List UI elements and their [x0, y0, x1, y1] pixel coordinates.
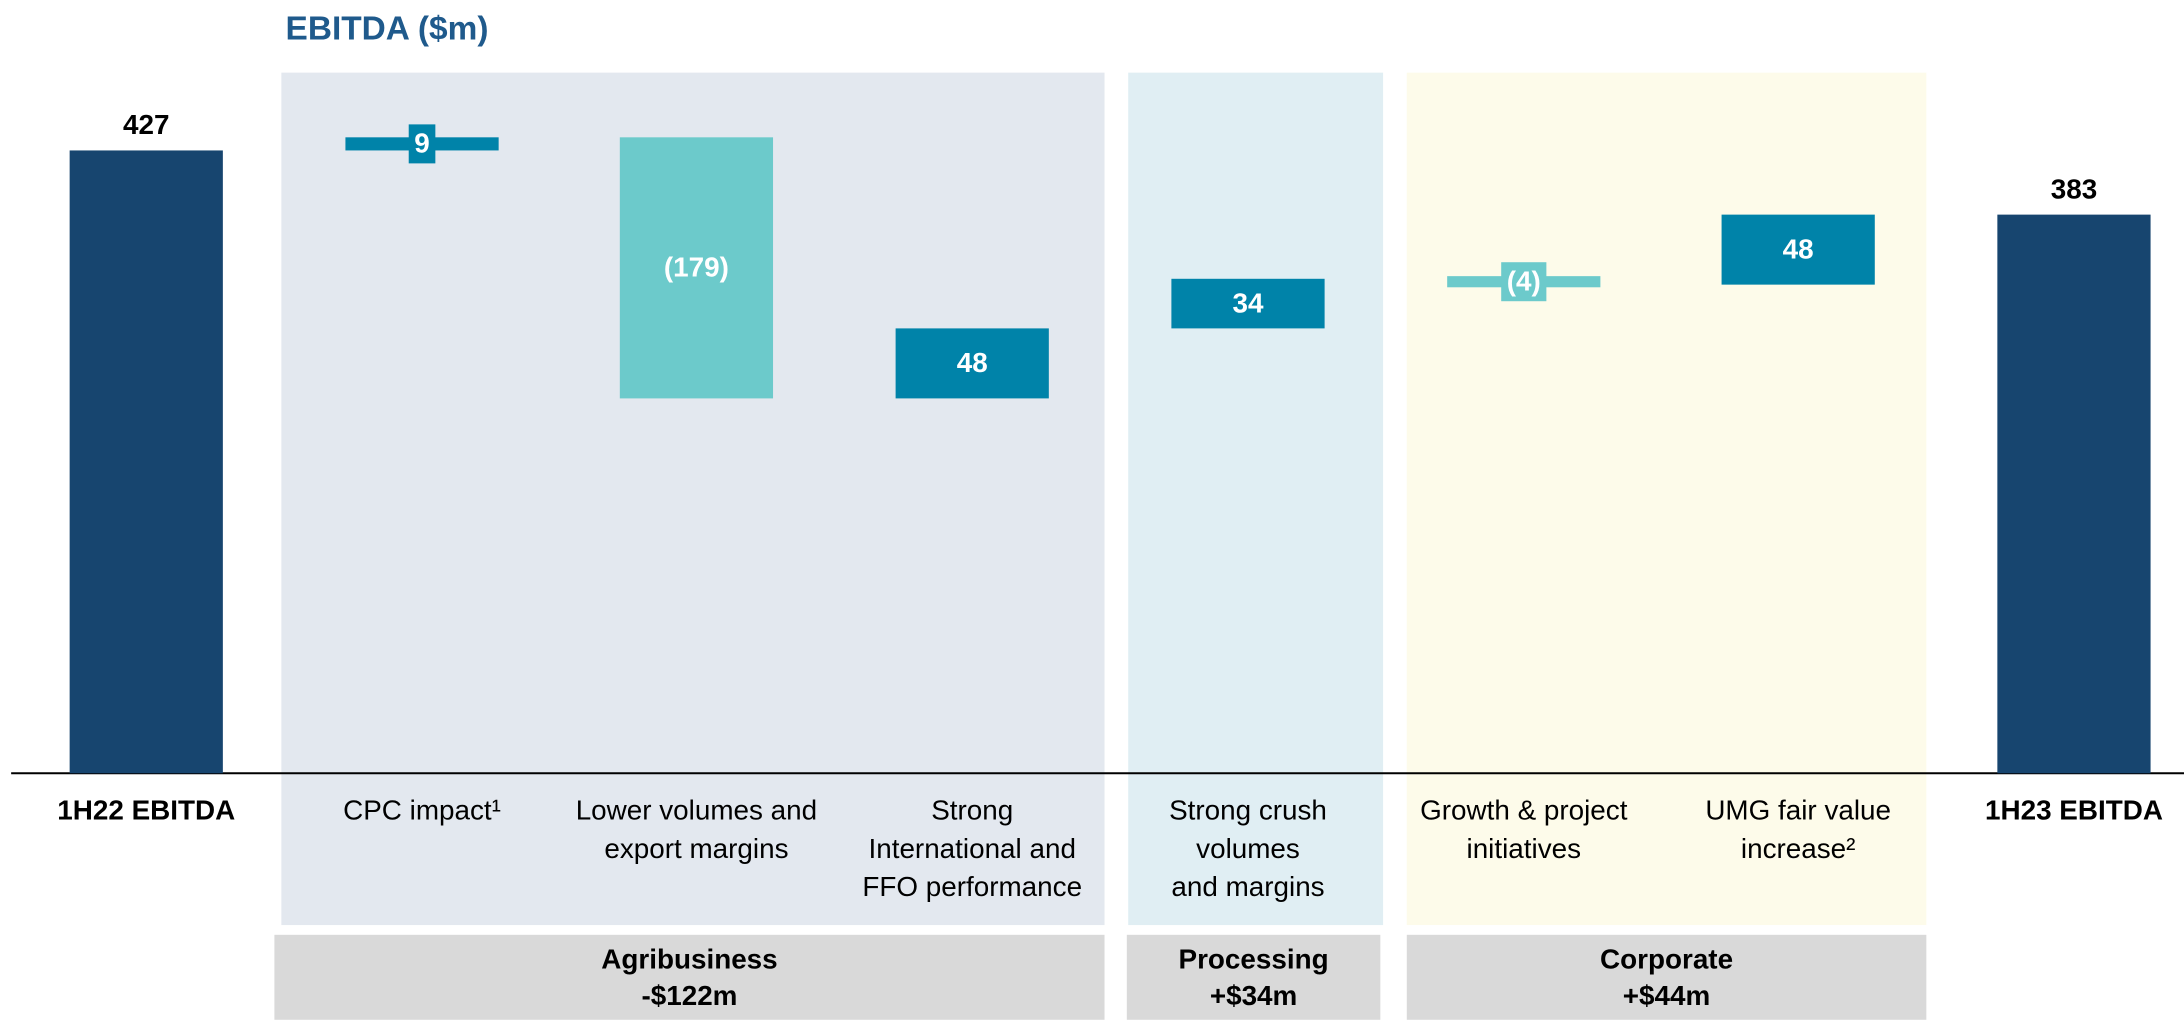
bar [619, 137, 774, 399]
x-tick-label: increase² [1741, 833, 1856, 864]
bar [69, 150, 223, 774]
x-tick-label: Growth & project [1420, 795, 1628, 826]
value-label: 34 [1233, 287, 1264, 318]
x-tick-label: UMG fair value [1705, 795, 1891, 826]
x-tick-label: International and [868, 833, 1075, 864]
value-label: (4) [1507, 265, 1541, 296]
x-tick-label: and margins [1171, 871, 1324, 902]
bar [1171, 278, 1325, 329]
group-total: +$34m [1210, 980, 1297, 1011]
group-box [1406, 934, 1927, 1020]
value-label: 48 [957, 347, 988, 378]
bar [1997, 214, 2151, 774]
value-label: 383 [2051, 173, 2097, 204]
x-tick-label: 1H22 EBITDA [57, 795, 235, 826]
x-tick-label: Strong crush [1169, 795, 1327, 826]
value-label: 48 [1783, 233, 1814, 264]
group-box [274, 934, 1105, 1020]
x-tick-label: CPC impact¹ [343, 795, 501, 826]
x-tick-label: export margins [604, 833, 788, 864]
group-total: +$44m [1623, 980, 1710, 1011]
x-tick-label: initiatives [1467, 833, 1582, 864]
value-label-box [1501, 262, 1547, 302]
chart-title: EBITDA ($m) [286, 11, 489, 48]
x-tick-label: Strong [931, 795, 1013, 826]
x-tick-label: FFO performance [862, 871, 1082, 902]
group-box [1126, 934, 1381, 1020]
value-label-box [408, 124, 436, 164]
group-panel [1128, 72, 1384, 926]
group-total: -$122m [641, 980, 737, 1011]
group-name: Agribusiness [601, 944, 777, 975]
x-tick-label: 1H23 EBITDA [1985, 795, 2163, 826]
value-label: (179) [664, 252, 729, 283]
bar [895, 328, 1049, 399]
x-tick-label: volumes [1196, 833, 1300, 864]
group-name: Corporate [1600, 944, 1733, 975]
value-label: 427 [123, 109, 169, 140]
bar [1721, 214, 1875, 285]
x-tick-label: Lower volumes and [576, 795, 817, 826]
value-label: 9 [414, 128, 430, 159]
group-name: Processing [1179, 944, 1329, 975]
